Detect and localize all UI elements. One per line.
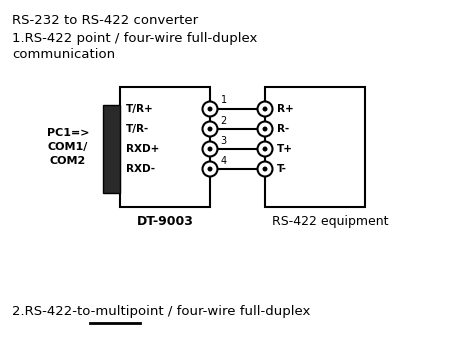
Circle shape (257, 102, 273, 116)
Text: 1: 1 (220, 95, 227, 105)
Bar (265, 87, 365, 207)
Circle shape (257, 142, 273, 157)
Text: T/R+: T/R+ (126, 104, 154, 114)
Text: 4: 4 (220, 156, 227, 166)
Text: RS-232 to RS-422 converter: RS-232 to RS-422 converter (12, 14, 198, 27)
Circle shape (208, 166, 212, 171)
Circle shape (208, 126, 212, 131)
Text: T/R-: T/R- (126, 124, 149, 134)
Circle shape (202, 162, 218, 176)
Text: PC1=>
COM1/
COM2: PC1=> COM1/ COM2 (47, 128, 89, 166)
Text: T+: T+ (277, 144, 293, 154)
Bar (103, 105, 120, 193)
Circle shape (208, 147, 212, 152)
Text: R-: R- (277, 124, 289, 134)
Bar (120, 87, 210, 207)
Text: 1.RS-422 point / four-wire full-duplex: 1.RS-422 point / four-wire full-duplex (12, 32, 257, 45)
Text: T-: T- (277, 164, 287, 174)
Text: 2: 2 (220, 116, 227, 126)
Text: RS-422 equipment: RS-422 equipment (272, 215, 388, 228)
Circle shape (202, 102, 218, 116)
Circle shape (257, 121, 273, 137)
Text: 2.RS-422-to-multipoint / four-wire full-duplex: 2.RS-422-to-multipoint / four-wire full-… (12, 305, 310, 318)
Circle shape (202, 121, 218, 137)
Circle shape (263, 126, 267, 131)
Text: R+: R+ (277, 104, 294, 114)
Text: RXD-: RXD- (126, 164, 155, 174)
Text: 3: 3 (220, 136, 227, 146)
Circle shape (263, 166, 267, 171)
Circle shape (263, 147, 267, 152)
Circle shape (202, 142, 218, 157)
Circle shape (263, 106, 267, 111)
Text: RXD+: RXD+ (126, 144, 159, 154)
Circle shape (257, 162, 273, 176)
Circle shape (208, 106, 212, 111)
Text: DT-9003: DT-9003 (137, 215, 193, 228)
Text: communication: communication (12, 48, 115, 61)
